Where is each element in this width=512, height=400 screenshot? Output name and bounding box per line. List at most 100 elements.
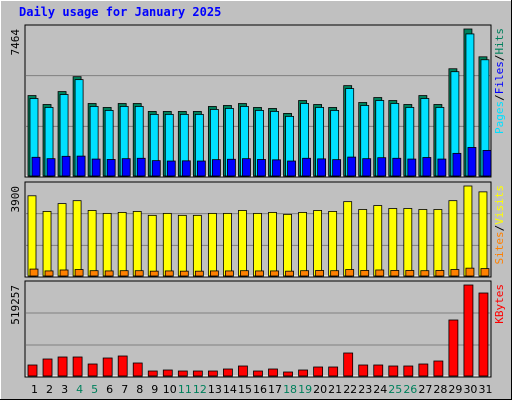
- bar: [287, 160, 296, 177]
- x-tick-label: 12: [193, 383, 207, 396]
- bar: [151, 160, 161, 177]
- bar: [162, 369, 173, 377]
- bar: [132, 362, 143, 377]
- bar: [407, 158, 417, 177]
- bar: [388, 208, 398, 277]
- bar: [147, 370, 158, 377]
- bar: [332, 159, 342, 177]
- y-tick-label: 519257: [9, 285, 22, 325]
- bar: [358, 209, 368, 277]
- legend-separator: /: [493, 94, 506, 101]
- bar: [57, 203, 67, 277]
- x-tick-label: 19: [298, 383, 312, 396]
- bar: [302, 157, 311, 177]
- bar: [255, 270, 264, 277]
- x-tick-label: 23: [358, 383, 372, 396]
- bar: [194, 270, 204, 277]
- x-tick-label: 29: [448, 383, 462, 396]
- bar: [134, 270, 144, 277]
- bar: [480, 268, 490, 277]
- bar: [482, 149, 492, 177]
- bar: [196, 160, 206, 177]
- legend: KBytes: [493, 284, 506, 324]
- bar: [242, 158, 251, 177]
- bar: [91, 158, 101, 177]
- bar: [76, 155, 86, 177]
- bar: [422, 157, 432, 177]
- bar: [102, 357, 113, 377]
- x-tick-label: 14: [223, 383, 237, 396]
- bar: [227, 158, 236, 177]
- x-tick-label: 26: [403, 383, 417, 396]
- x-tick-label: 27: [418, 383, 432, 396]
- bar: [74, 269, 84, 277]
- bar: [418, 209, 428, 277]
- legend-entry: Files: [493, 61, 506, 94]
- bar: [117, 212, 127, 277]
- x-tick-label: 9: [151, 383, 158, 396]
- bar: [285, 270, 294, 277]
- legend-entry: KBytes: [493, 284, 506, 324]
- x-tick-label: 11: [178, 383, 192, 396]
- bar: [377, 157, 387, 177]
- bar: [315, 270, 325, 277]
- bar: [467, 147, 477, 177]
- bar: [192, 214, 202, 277]
- bar: [390, 270, 400, 277]
- bar: [298, 212, 307, 277]
- bar: [44, 270, 54, 277]
- bar: [104, 270, 114, 277]
- bar: [375, 269, 385, 277]
- x-tick-label: 17: [268, 383, 282, 396]
- bar: [330, 270, 340, 277]
- bar: [300, 270, 309, 277]
- bar: [164, 270, 174, 277]
- x-tick-label: 3: [61, 383, 68, 396]
- bar: [147, 214, 157, 277]
- legend-entry: Visits: [493, 185, 506, 225]
- bar: [61, 155, 71, 177]
- bar: [240, 270, 249, 277]
- bar: [343, 352, 354, 377]
- legend: Pages/Files/Hits: [493, 28, 506, 134]
- bar: [283, 213, 292, 277]
- x-tick-label: 18: [283, 383, 297, 396]
- bar: [317, 158, 327, 177]
- bar: [27, 364, 38, 377]
- bar: [106, 159, 116, 177]
- bar: [102, 212, 112, 277]
- x-tick-label: 30: [463, 383, 477, 396]
- legend: Sites/Visits: [493, 185, 506, 265]
- bar: [253, 370, 263, 377]
- bar: [87, 363, 98, 377]
- bar: [223, 212, 232, 277]
- bar: [132, 211, 142, 277]
- bar: [268, 212, 277, 277]
- bar: [388, 365, 399, 377]
- legend-separator: /: [493, 225, 506, 232]
- bar: [358, 364, 369, 377]
- bar: [328, 366, 339, 377]
- bar: [57, 356, 68, 377]
- bar: [149, 270, 159, 277]
- x-tick-label: 2: [46, 383, 53, 396]
- bar: [313, 210, 323, 277]
- legend-entry: Hits: [493, 28, 506, 55]
- bar: [463, 185, 473, 277]
- bar: [29, 268, 39, 277]
- legend-separator: /: [493, 55, 506, 62]
- bar: [207, 212, 217, 277]
- chart-title: Daily usage for January 2025: [19, 5, 221, 19]
- bar: [433, 209, 443, 277]
- x-tick-label: 24: [373, 383, 387, 396]
- bar: [42, 358, 53, 377]
- bar: [46, 158, 56, 177]
- x-tick-label: 1: [31, 383, 38, 396]
- x-tick-label: 28: [433, 383, 447, 396]
- bar: [450, 269, 460, 277]
- bar: [345, 269, 355, 277]
- bar: [435, 270, 445, 277]
- bar: [478, 292, 489, 377]
- bar: [418, 363, 429, 377]
- x-tick-label: 8: [136, 383, 143, 396]
